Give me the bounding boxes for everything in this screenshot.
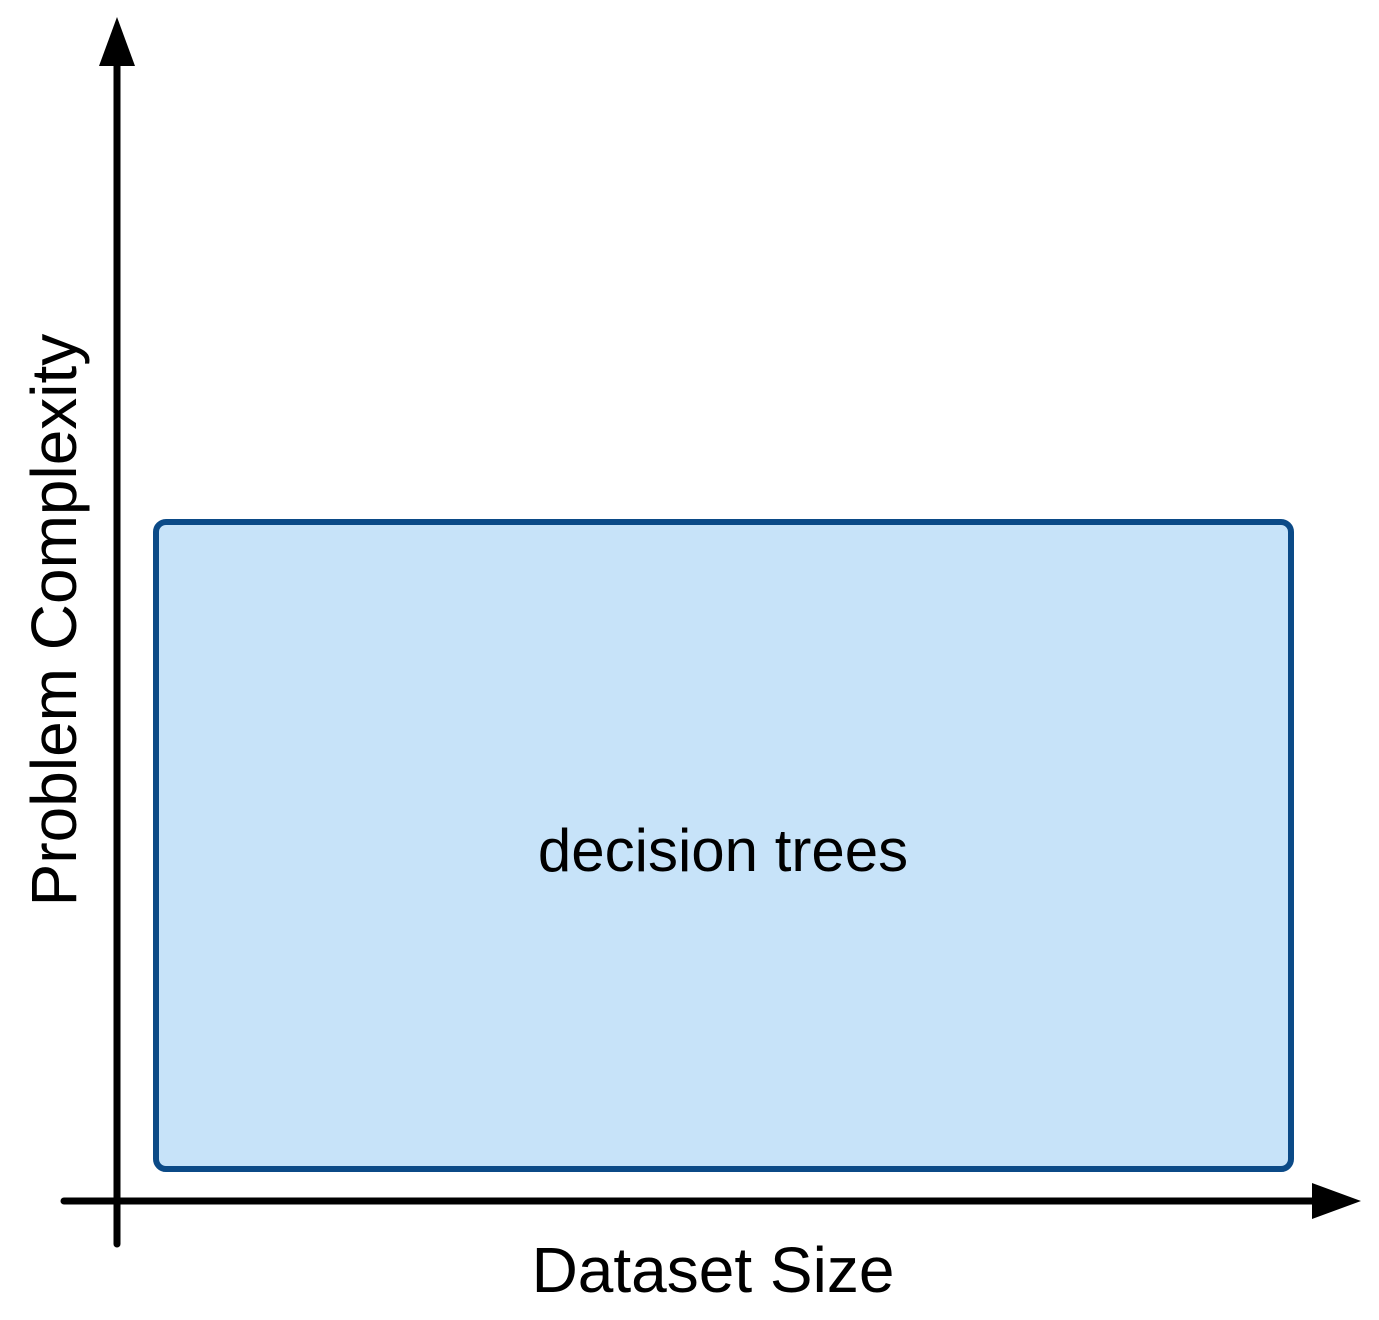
y-axis-label: Problem Complexity	[18, 334, 90, 907]
y-axis-arrowhead	[99, 17, 135, 66]
x-axis-label: Dataset Size	[532, 1234, 895, 1306]
x-axis-arrowhead	[1312, 1183, 1361, 1219]
region-label-decision-trees: decision trees	[538, 817, 908, 884]
decision-trees-region	[153, 519, 1294, 1172]
